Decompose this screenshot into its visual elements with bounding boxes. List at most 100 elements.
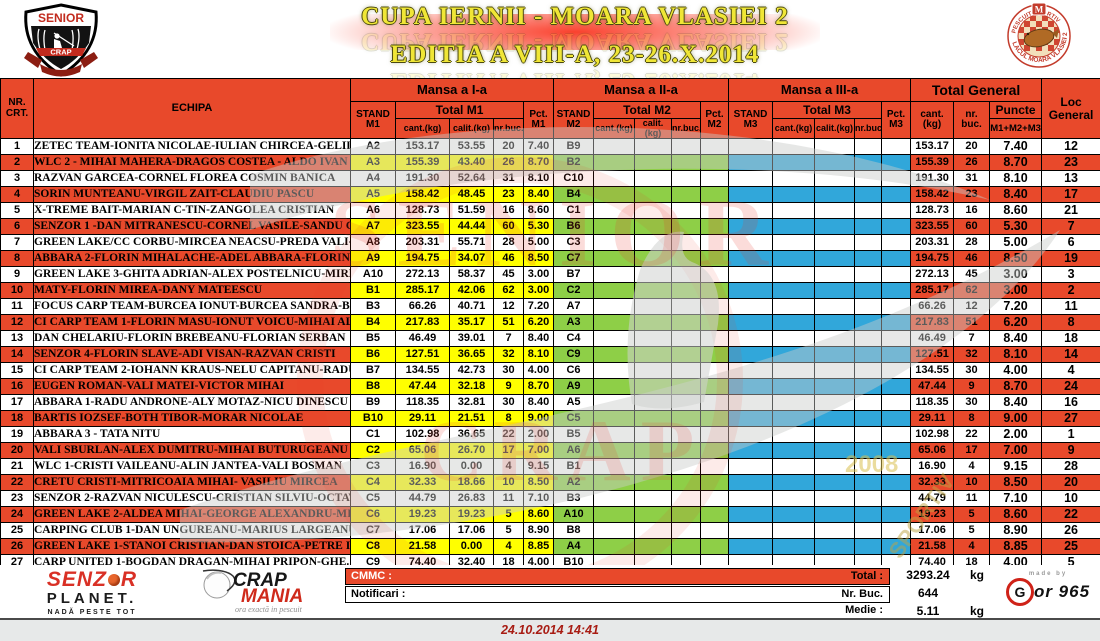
cell-pct-m3 — [881, 250, 912, 267]
header-tg-nrbuc: nr. buc. — [953, 101, 991, 139]
cell-nrbuc-m3 — [854, 138, 883, 155]
cell-nrbuc-m2 — [671, 138, 701, 155]
senzor-tagline: NADĂ PESTE TOT — [47, 609, 137, 616]
cell-loc-general: 16 — [1041, 394, 1100, 411]
cell-nrbuc-m1: 20 — [493, 138, 524, 155]
cell-calit-m2 — [634, 314, 672, 331]
cell-stand-m1: B4 — [350, 314, 396, 331]
cell-pct-m3 — [881, 330, 912, 347]
cell-nrbuc-m1: 23 — [493, 186, 524, 203]
cell-nrbuc-m2 — [671, 298, 701, 315]
cell-total-nrbuc: 5 — [953, 506, 991, 523]
cell-total-nrbuc: 28 — [953, 234, 991, 251]
event-title: CUPA IERNII - MOARA VLASIEI 2 EDITIA A V… — [325, 0, 825, 78]
cell-pct-m3 — [881, 346, 912, 363]
cell-total-pct: 8.10 — [989, 170, 1043, 187]
cell-cant-m1: 158.42 — [395, 186, 450, 203]
cell-cant-m1: 46.49 — [395, 330, 450, 347]
cell-nrbuc-m3 — [854, 266, 883, 283]
header-cant-m2: cant.(kg) — [593, 118, 635, 139]
cell-nrbuc-m2 — [671, 346, 701, 363]
team-row: 2 WLC 2 - MIHAI MAHERA-DRAGOS COSTEA - AL… — [0, 154, 1100, 171]
cell-stand-m2: C10 — [553, 170, 594, 187]
cell-calit-m2 — [634, 490, 672, 507]
team-row: 16 EUGEN ROMAN-VALI MATEI-VICTOR MIHAI B8 4… — [0, 378, 1100, 395]
cell-nrbuc-m3 — [854, 346, 883, 363]
cell-nrbuc-m1: 22 — [493, 426, 524, 443]
cell-loc-general: 14 — [1041, 346, 1100, 363]
cell-cant-m1: 32.33 — [395, 474, 450, 491]
cell-rank: 14 — [0, 346, 34, 363]
cell-nrbuc-m1: 46 — [493, 250, 524, 267]
cell-pct-m2 — [699, 538, 730, 555]
cell-pct-m3 — [881, 202, 912, 219]
cell-stand-m2: B4 — [553, 186, 594, 203]
cmmc-bar: CMMC : Total : — [345, 568, 890, 585]
cell-nrbuc-m3 — [854, 506, 883, 523]
cell-calit-m2 — [634, 538, 672, 555]
cell-calit-m3 — [814, 266, 856, 283]
cell-pct-m1: 7.00 — [523, 442, 554, 459]
cell-cant-m2 — [593, 474, 635, 491]
cell-total-nrbuc: 30 — [953, 362, 991, 379]
cell-calit-m1: 42.73 — [449, 362, 494, 379]
cell-cant-m3 — [772, 314, 816, 331]
cell-nrbuc-m3 — [854, 362, 883, 379]
cell-calit-m1: 18.66 — [449, 474, 494, 491]
cell-loc-general: 21 — [1041, 202, 1100, 219]
cell-pct-m3 — [881, 410, 912, 427]
cell-rank: 6 — [0, 218, 34, 235]
cell-pct-m3 — [881, 442, 912, 459]
shield-reeds-icon — [37, 28, 80, 57]
cell-total-pct: 7.00 — [989, 442, 1043, 459]
cell-cant-m3 — [772, 282, 816, 299]
cell-pct-m3 — [881, 538, 912, 555]
team-row: 18 BARTIS IOZSEF-BOTH TIBOR-MORAR NICOLAE… — [0, 410, 1100, 427]
cell-calit-m2 — [634, 138, 672, 155]
cell-calit-m3 — [814, 410, 856, 427]
cell-cant-m3 — [772, 234, 816, 251]
cell-calit-m2 — [634, 522, 672, 539]
cell-calit-m3 — [814, 474, 856, 491]
cell-total-cant: 127.51 — [910, 346, 955, 363]
cell-loc-general: 12 — [1041, 138, 1100, 155]
cell-calit-m1: 36.65 — [449, 426, 494, 443]
cell-calit-m3 — [814, 234, 856, 251]
cell-cant-m3 — [772, 218, 816, 235]
cell-nrbuc-m2 — [671, 314, 701, 331]
cell-total-nrbuc: 60 — [953, 218, 991, 235]
team-row: 24 GREEN LAKE 2-ALDEA MIHAI-GEORGE ALEXAN… — [0, 506, 1100, 523]
shield-senior-text: SENIOR — [38, 11, 84, 25]
cell-pct-m3 — [881, 506, 912, 523]
cell-team: GREEN LAKE 3-GHITA ADRIAN-ALEX POSTELNIC… — [33, 266, 351, 283]
cell-cant-m2 — [593, 522, 635, 539]
cell-total-pct: 7.40 — [989, 138, 1043, 155]
cell-total-pct: 4.00 — [989, 362, 1043, 379]
cell-total-pct: 3.00 — [989, 266, 1043, 283]
carp-fish-icon — [1023, 28, 1059, 48]
cell-total-nrbuc: 20 — [953, 138, 991, 155]
gor-circle-icon: G — [1005, 578, 1034, 606]
cell-total-cant: 203.31 — [910, 234, 955, 251]
cell-stand-m2: B1 — [553, 458, 594, 475]
cell-rank: 23 — [0, 490, 34, 507]
cell-team: GREEN LAKE 1-STANOI CRISTIAN-DAN STOICA-… — [33, 538, 351, 555]
cell-pct-m3 — [881, 474, 912, 491]
cell-total-nrbuc: 4 — [953, 538, 991, 555]
cell-team: ABBARA 3 - TATA NITU — [33, 426, 351, 443]
cell-rank: 1 — [0, 138, 34, 155]
cell-calit-m3 — [814, 202, 856, 219]
cell-calit-m3 — [814, 314, 856, 331]
cell-stand-m1: B6 — [350, 346, 396, 363]
cell-total-cant: 66.26 — [910, 298, 955, 315]
cell-nrbuc-m3 — [854, 282, 883, 299]
cell-team: SORIN MUNTEANU-VIRGIL ZAIT-CLAUDIU PASCU — [33, 186, 351, 203]
cell-rank: 21 — [0, 458, 34, 475]
cell-pct-m1: 8.50 — [523, 250, 554, 267]
cell-total-cant: 158.42 — [910, 186, 955, 203]
cell-nrbuc-m2 — [671, 522, 701, 539]
cell-total-cant: 191.30 — [910, 170, 955, 187]
cell-calit-m2 — [634, 410, 672, 427]
cell-loc-general: 28 — [1041, 458, 1100, 475]
cell-pct-m3 — [881, 170, 912, 187]
